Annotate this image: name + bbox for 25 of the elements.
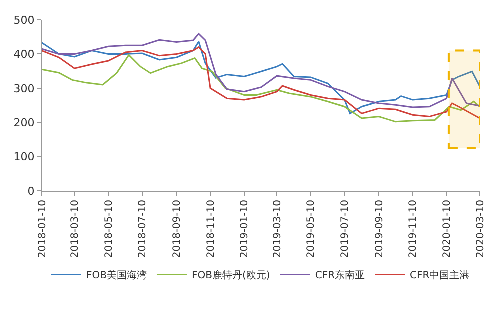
x-tick-label: 2020-03-10	[475, 200, 486, 258]
y-tick-label: 500	[14, 14, 35, 27]
x-tick-label: 2019-11-10	[408, 200, 420, 258]
x-tick-label: 2019-07-10	[340, 200, 351, 258]
legend-label: CFR东南亚	[315, 270, 366, 282]
x-tick-label: 2019-05-10	[306, 200, 318, 258]
y-tick-label: 400	[14, 48, 35, 62]
x-tick-label: 2019-03-10	[272, 200, 284, 258]
x-tick-label: 2018-11-10	[206, 200, 217, 258]
legend-label: FOB鹿特丹(欧元)	[192, 270, 270, 282]
y-tick-label: 300	[14, 82, 35, 96]
x-tick-label: 2019-01-10	[240, 200, 251, 258]
line-series	[42, 33, 480, 108]
x-tick-label: 2018-01-10	[37, 200, 48, 258]
x-tick-label: 2018-05-10	[104, 200, 115, 258]
x-tick-label: 2018-07-10	[138, 200, 149, 258]
legend-label: CFR中国主港	[410, 270, 470, 282]
y-tick-label: 0	[28, 184, 35, 198]
x-tick-label: 2020-01-10	[442, 200, 453, 258]
legend-label: FOB美国海湾	[86, 270, 147, 282]
x-tick-label: 2018-09-10	[172, 200, 183, 258]
y-tick-label: 100	[14, 150, 35, 164]
y-tick-label: 200	[14, 116, 35, 130]
x-tick-label: 2018-03-10	[70, 200, 81, 258]
x-tick-label: 2019-09-10	[374, 200, 386, 258]
